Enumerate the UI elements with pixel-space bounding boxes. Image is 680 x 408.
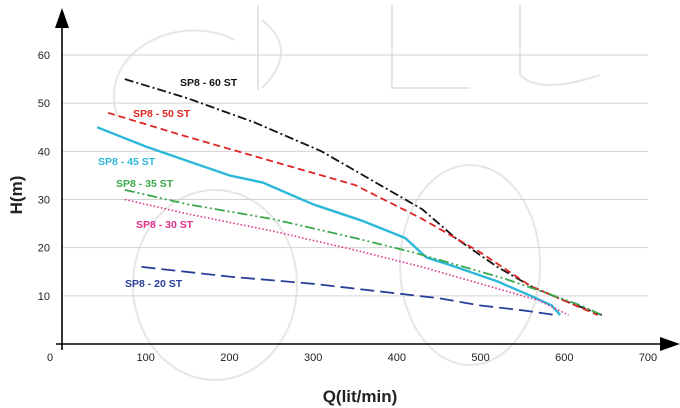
series-labels: SP8 - 60 ST SP8 - 50 ST SP8 - 45 ST SP8 - 3… (98, 77, 238, 290)
background-watermark (112, 5, 601, 381)
series-label-3: SP8 - 35 ST (116, 178, 174, 190)
series-label-1: SP8 - 50 ST (133, 108, 191, 120)
y-tick-label: 60 (38, 50, 50, 62)
series-label-0: SP8 - 60 ST (180, 77, 238, 89)
y-tick-label: 40 (38, 146, 50, 158)
grid (62, 54, 648, 297)
y-tick-label: 50 (38, 98, 50, 110)
x-tick-label: 700 (639, 352, 657, 364)
y-axis-arrow-icon (55, 8, 69, 28)
y-tick-label: 20 (38, 243, 50, 255)
y-tick-label: 10 (38, 291, 50, 303)
series-label-5: SP8 - 20 ST (125, 278, 183, 290)
series-label-4: SP8 - 30 ST (136, 219, 194, 231)
x-axis-title: Q(lit/min) (323, 387, 398, 406)
y-axis-title: H(m) (7, 176, 26, 215)
x-tick-label: 300 (304, 352, 322, 364)
series-line-0 (124, 78, 603, 316)
x-tick-label: 500 (471, 352, 489, 364)
series-line-2 (96, 126, 562, 316)
x-tick-label: 600 (555, 352, 573, 364)
x-tick-label: 100 (137, 352, 155, 364)
series-line-3 (124, 189, 603, 316)
series-line-4 (124, 198, 569, 316)
x-tick-label: 0 (47, 352, 53, 364)
series-label-2: SP8 - 45 ST (98, 156, 156, 168)
series-line-5 (141, 266, 557, 316)
tick-labels: 0 100 200 300 400 500 600 700 10 20 30 40 50 60 (38, 50, 657, 364)
x-axis-arrow-icon (660, 337, 680, 351)
y-tick-label: 30 (38, 195, 50, 207)
x-tick-label: 400 (388, 352, 406, 364)
axes (55, 8, 680, 351)
x-tick-label: 200 (220, 352, 238, 364)
series-lines (96, 78, 603, 316)
